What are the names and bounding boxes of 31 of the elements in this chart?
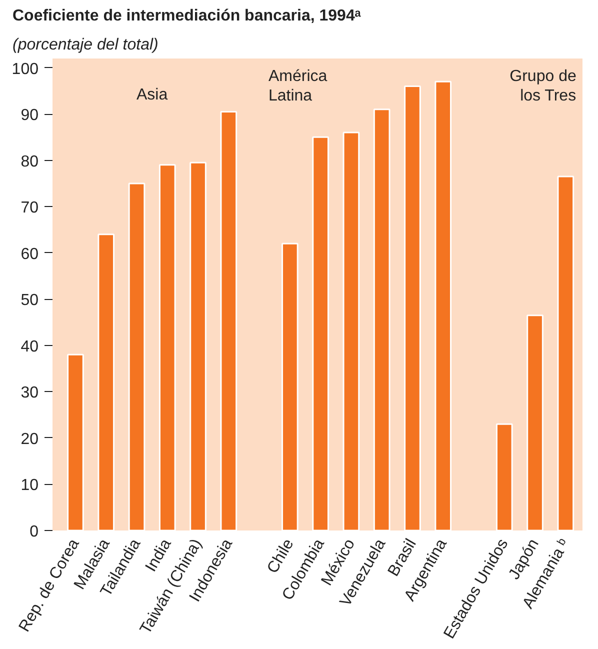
bar [312, 136, 329, 530]
y-tick-label: 20 [20, 430, 39, 448]
y-tick-label: 100 [12, 60, 39, 78]
bar [526, 314, 544, 530]
bar [404, 86, 421, 530]
bar [128, 182, 146, 530]
y-tick-label: 0 [30, 524, 39, 540]
y-tick-label: 40 [20, 338, 39, 356]
bar [220, 110, 238, 530]
annotation: Grupo de los Tres [510, 68, 576, 104]
bar [190, 162, 206, 530]
y-tick-label: 90 [20, 107, 39, 124]
bar [373, 108, 390, 530]
y-tick-label: 30 [20, 384, 39, 402]
chart-title: Coeficiente de intermediación bancaria, 1994ᵃ [12, 8, 361, 24]
y-tick-label: 80 [20, 153, 39, 170]
y-tick-label: 60 [20, 246, 39, 263]
y-tick-label: 50 [20, 292, 39, 310]
y-tick-label: 10 [20, 477, 39, 494]
bar [496, 423, 513, 530]
annotation: Asia [136, 86, 168, 104]
bar [557, 176, 574, 530]
chart-subtitle: (porcentaje del total) [12, 36, 158, 54]
bar [158, 164, 176, 530]
bar [282, 242, 298, 530]
y-tick-label: 70 [20, 200, 39, 217]
bar [434, 80, 452, 530]
bar [67, 354, 84, 530]
bar [98, 234, 115, 530]
bar [342, 132, 360, 530]
annotation: América Latina [268, 68, 328, 104]
